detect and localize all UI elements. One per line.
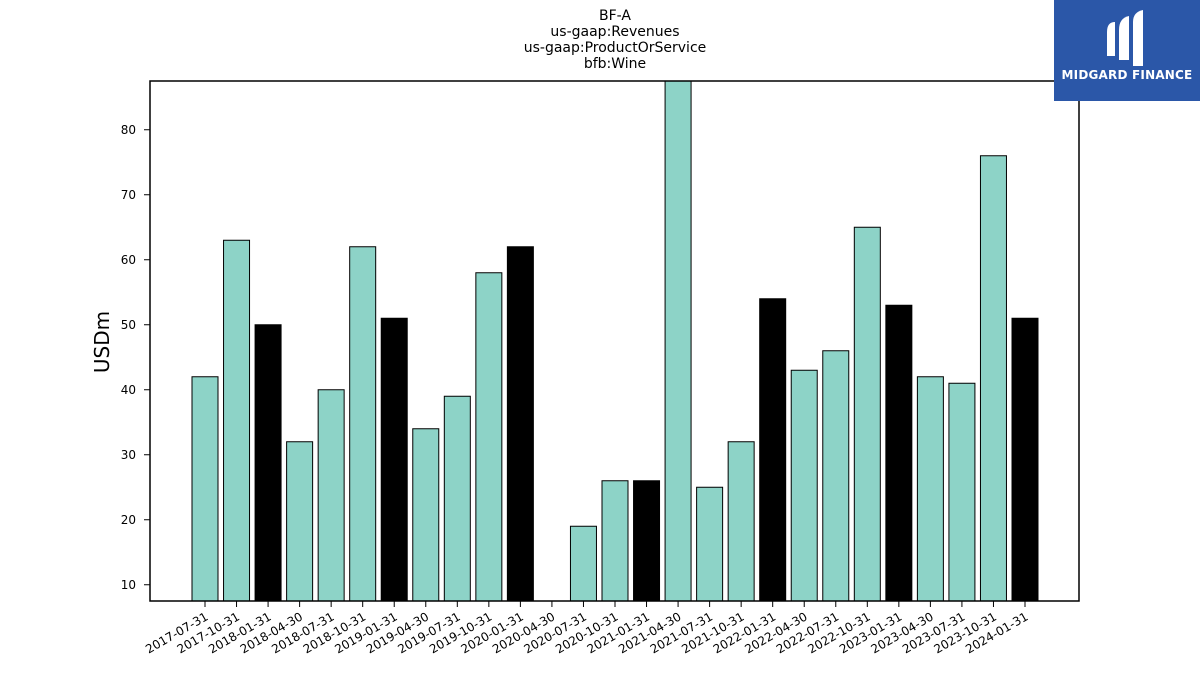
y-tick-label: 80 xyxy=(121,123,136,137)
y-tick-label: 20 xyxy=(121,513,136,527)
bar-2018-07-31 xyxy=(317,389,345,602)
bar-2020-07-31 xyxy=(569,525,597,602)
chart-title-line: us-gaap:ProductOrService xyxy=(524,40,707,56)
bars-group xyxy=(191,80,1039,602)
bar-2021-04-30 xyxy=(664,80,692,602)
logo-text: MIDGARD FINANCE xyxy=(1061,68,1193,82)
bar-2024-01-31 xyxy=(1011,317,1039,602)
midgard-finance-logo: MIDGARD FINANCE xyxy=(1054,0,1200,101)
bar-2023-01-31 xyxy=(885,304,913,602)
bar-2022-07-31 xyxy=(822,350,850,602)
bar-2018-01-31 xyxy=(254,324,282,602)
bar-2023-10-31 xyxy=(979,155,1007,602)
logo-mark-icon xyxy=(1107,10,1143,66)
chart-title-line: BF-A xyxy=(599,8,631,24)
bar-2023-04-30 xyxy=(916,376,944,602)
bar-2023-07-31 xyxy=(948,382,976,602)
chart-title: BF-Aus-gaap:Revenuesus-gaap:ProductOrSer… xyxy=(524,8,707,72)
y-tick-label: 40 xyxy=(121,383,136,397)
x-axis: 2017-07-312017-10-312018-01-312018-04-30… xyxy=(143,601,1031,656)
y-axis: 10 20 30 40 50 60 70 80 xyxy=(121,123,150,592)
bar-2021-01-31 xyxy=(633,480,661,602)
bar-2019-04-30 xyxy=(412,428,440,602)
chart-title-line: bfb:Wine xyxy=(584,56,646,72)
y-tick-label: 10 xyxy=(121,578,136,592)
bar-2017-10-31 xyxy=(223,239,251,602)
chart-title-line: us-gaap:Revenues xyxy=(550,24,679,40)
bar-2021-10-31 xyxy=(727,441,755,602)
bar-2019-10-31 xyxy=(475,272,503,602)
bar-2020-01-31 xyxy=(506,246,534,602)
y-axis-label: USDm xyxy=(90,311,114,373)
y-tick-label: 50 xyxy=(121,318,136,332)
bar-2019-01-31 xyxy=(380,317,408,602)
bar-2017-07-31 xyxy=(191,376,219,602)
bar-2022-04-30 xyxy=(790,369,818,602)
bar-2022-10-31 xyxy=(853,226,881,602)
bar-2022-01-31 xyxy=(759,298,787,602)
bar-2020-10-31 xyxy=(601,480,629,602)
bar-2018-04-30 xyxy=(286,441,314,602)
bar-2021-07-31 xyxy=(696,486,724,602)
y-tick-label: 30 xyxy=(121,448,136,462)
bar-2018-10-31 xyxy=(349,246,377,602)
plot-frame xyxy=(149,80,1080,602)
y-tick-label: 60 xyxy=(121,253,136,267)
bar-2019-07-31 xyxy=(443,395,471,602)
y-tick-label: 70 xyxy=(121,188,136,202)
